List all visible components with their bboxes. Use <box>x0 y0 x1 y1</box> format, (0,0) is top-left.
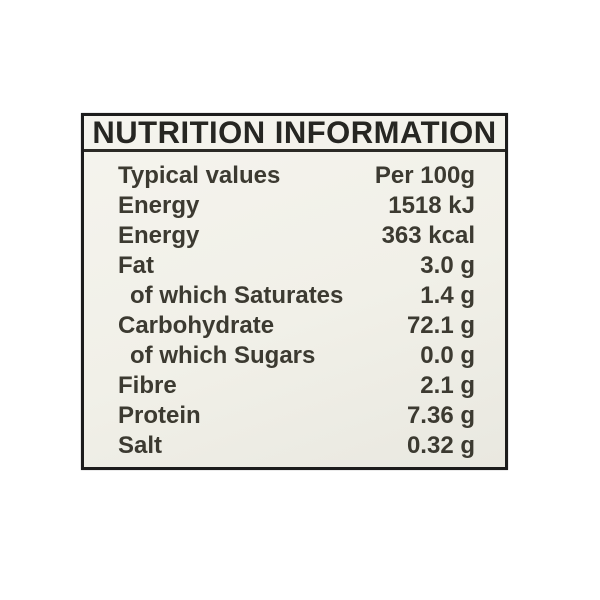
row-value: Per 100g <box>374 162 475 189</box>
nutrition-label-header: NUTRITION INFORMATION <box>84 114 505 152</box>
nutrition-row-energy-kcal: Energy 363 kcal <box>118 221 475 251</box>
row-value: 0.0 g <box>420 342 475 369</box>
row-label: Typical values <box>118 162 281 189</box>
row-label: Protein <box>118 402 201 429</box>
label-title: NUTRITION INFORMATION <box>92 114 497 150</box>
row-label: Energy <box>118 222 200 249</box>
row-label: Salt <box>118 432 163 459</box>
nutrition-row-saturates: of which Saturates 1.4 g <box>118 281 475 311</box>
nutrition-row-typical-values: Typical values Per 100g <box>118 161 475 191</box>
nutrition-table: Typical values Per 100g Energy 1518 kJ E… <box>84 152 505 461</box>
nutrition-row-sugars: of which Sugars 0.0 g <box>118 341 475 371</box>
nutrition-row-energy-kj: Energy 1518 kJ <box>118 191 475 221</box>
row-value: 1518 kJ <box>388 192 475 219</box>
row-value: 72.1 g <box>406 312 475 339</box>
row-value: 3.0 g <box>420 252 475 279</box>
row-value: 7.36 g <box>406 402 475 429</box>
row-value: 0.32 g <box>406 432 475 459</box>
row-value: 363 kcal <box>381 222 475 249</box>
row-label: of which Saturates <box>130 282 344 309</box>
row-label: Energy <box>118 192 200 219</box>
row-label: Fibre <box>118 372 177 399</box>
nutrition-label: NUTRITION INFORMATION Typical values Per… <box>81 113 508 470</box>
nutrition-row-carbohydrate: Carbohydrate 72.1 g <box>118 311 475 341</box>
row-value: 2.1 g <box>420 372 475 399</box>
nutrition-row-fat: Fat 3.0 g <box>118 251 475 281</box>
row-label: Carbohydrate <box>118 312 275 339</box>
nutrition-row-protein: Protein 7.36 g <box>118 401 475 431</box>
row-label: Fat <box>118 252 154 279</box>
row-value: 1.4 g <box>420 282 475 309</box>
nutrition-row-salt: Salt 0.32 g <box>118 431 475 461</box>
nutrition-row-fibre: Fibre 2.1 g <box>118 371 475 401</box>
row-label: of which Sugars <box>130 342 316 369</box>
